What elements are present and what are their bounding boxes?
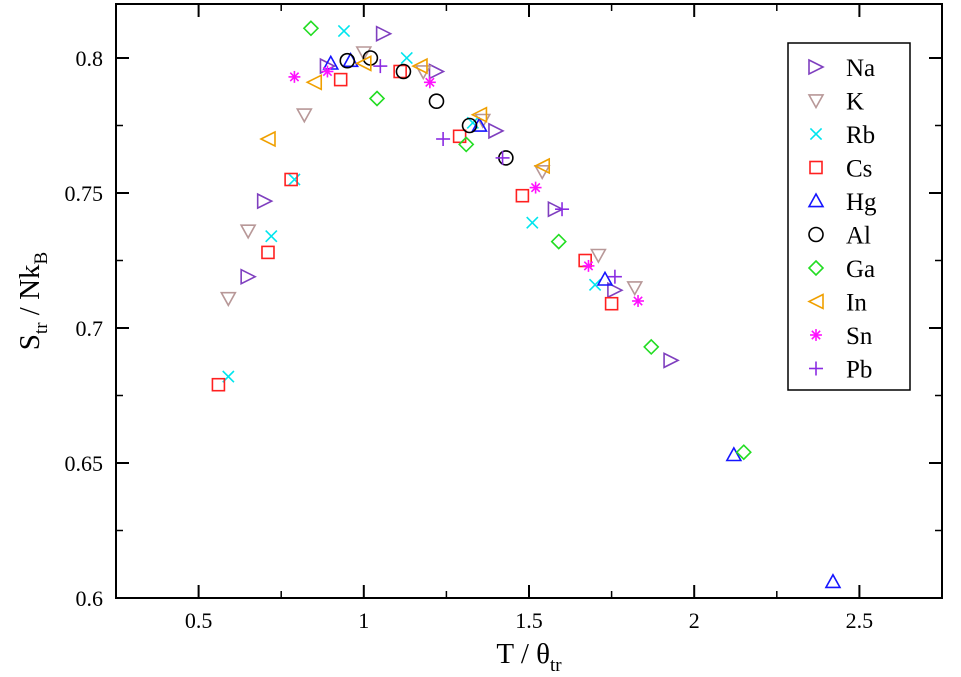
legend-label-hg: Hg: [846, 189, 877, 216]
point-in: [470, 106, 488, 123]
point-na: [547, 200, 565, 218]
legend-label-ga: Ga: [846, 256, 875, 283]
x-tick-label: 2: [689, 608, 700, 633]
y-tick-label: 0.8: [76, 46, 104, 71]
point-rb: [337, 24, 351, 38]
point-al: [339, 52, 356, 69]
axis-ticks: 0.5 1 1.5 2 2.5 0.6 0.65 0.7 0.75 0.8: [65, 4, 943, 633]
point-sn: [529, 181, 542, 194]
point-na: [256, 192, 274, 210]
point-in: [533, 157, 551, 175]
point-k: [414, 65, 432, 81]
point-ga: [643, 338, 660, 356]
point-rb: [288, 173, 301, 186]
point-rb: [526, 216, 539, 229]
point-na: [375, 25, 393, 42]
x-tick-label: 1: [358, 608, 369, 633]
point-pb: [436, 132, 451, 146]
legend-label-pb: Pb: [846, 357, 872, 384]
x-tick-label: 0.5: [185, 608, 213, 633]
point-rb: [265, 230, 278, 243]
point-k: [626, 281, 644, 297]
legend: Na K Rb Cs Hg Al Ga In Sn Pb: [787, 42, 911, 391]
point-cs: [452, 129, 467, 144]
point-na: [607, 281, 624, 299]
point-pb: [373, 59, 388, 74]
point-sn: [288, 70, 301, 83]
x-tick-label: 2.5: [846, 608, 874, 633]
point-pb: [607, 269, 622, 284]
point-cs: [604, 296, 619, 311]
point-cs: [261, 245, 275, 260]
point-na: [663, 352, 680, 369]
point-ga: [735, 444, 752, 461]
legend-label-na: Na: [846, 55, 875, 82]
point-na: [428, 63, 446, 80]
point-in: [355, 55, 372, 72]
legend-marker-na: [808, 58, 825, 76]
point-k: [295, 108, 313, 124]
legend-label-rb: Rb: [846, 122, 875, 149]
point-k: [239, 224, 257, 240]
legend-label-cs: Cs: [846, 156, 872, 183]
legend-marker-rb: [809, 127, 823, 141]
legend-marker-pb: [809, 361, 823, 376]
point-al: [395, 63, 412, 80]
point-sn: [582, 259, 595, 272]
point-rb: [400, 51, 413, 65]
point-k: [355, 46, 373, 62]
legend-marker-cs: [809, 160, 823, 175]
y-tick-label: 0.6: [76, 586, 104, 611]
legend-label-in: In: [846, 290, 867, 317]
y-tick-label: 0.75: [65, 181, 104, 206]
point-pb: [555, 202, 570, 217]
point-hg: [596, 270, 614, 286]
point-sn: [321, 65, 334, 78]
legend-marker-ga: [807, 259, 825, 277]
point-cs: [211, 377, 226, 392]
point-cs: [284, 172, 298, 187]
y-axis-title: Str / NkB: [14, 252, 52, 350]
point-hg: [342, 52, 359, 68]
point-in: [305, 74, 323, 91]
point-al: [461, 117, 478, 134]
point-na: [488, 122, 505, 140]
point-rb: [588, 278, 602, 291]
point-k: [219, 291, 237, 307]
x-tick-label: 1.5: [515, 608, 543, 633]
legend-marker-al: [808, 226, 824, 243]
point-ga: [368, 90, 386, 107]
point-cs: [515, 188, 530, 203]
point-na: [240, 268, 257, 285]
legend-label-al: Al: [846, 223, 871, 250]
point-ga: [550, 233, 567, 250]
point-sn: [423, 76, 436, 89]
legend-marker-sn: [810, 329, 822, 341]
point-in: [411, 57, 428, 75]
point-ga: [458, 136, 475, 153]
point-sn: [632, 295, 644, 307]
point-pb: [495, 150, 510, 165]
point-hg: [725, 446, 743, 462]
y-tick-label: 0.65: [65, 451, 104, 476]
legend-label-sn: Sn: [846, 323, 873, 350]
legend-marker-in: [807, 293, 824, 310]
data-points: [211, 20, 842, 589]
point-k: [590, 248, 607, 264]
point-ga: [302, 20, 320, 37]
y-tick-label: 0.7: [76, 316, 104, 341]
point-in: [259, 130, 276, 148]
point-cs: [333, 72, 348, 87]
point-al: [428, 93, 445, 109]
legend-label-k: K: [846, 89, 864, 116]
point-hg: [824, 573, 842, 589]
legend-box: [787, 42, 911, 391]
legend-marker-hg: [807, 192, 825, 208]
x-axis-title: T / θtr: [496, 638, 562, 676]
legend-marker-k: [807, 94, 825, 110]
